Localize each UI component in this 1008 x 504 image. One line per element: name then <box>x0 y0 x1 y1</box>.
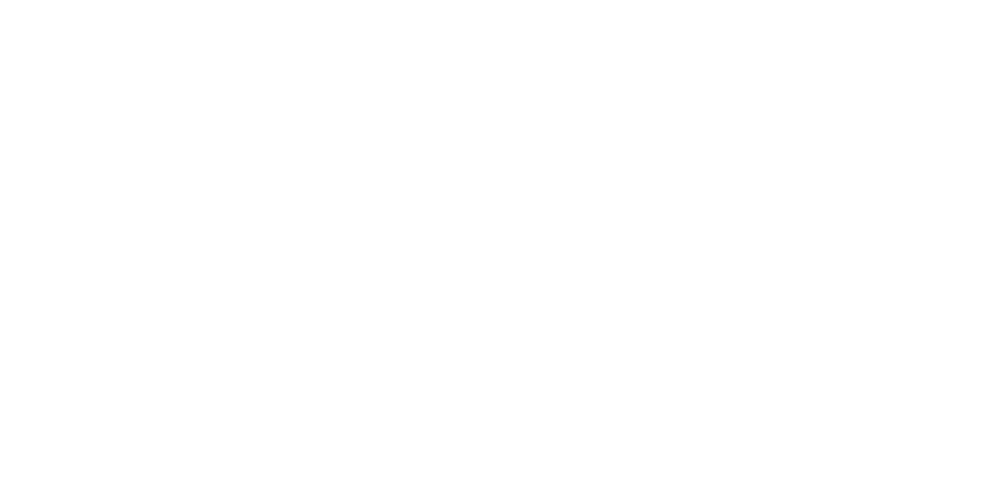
Text: McBryde-Thomas Flat-Polar Sinusoidal
(requires cartopy/geopandas): McBryde-Thomas Flat-Polar Sinusoidal (re… <box>331 234 703 275</box>
